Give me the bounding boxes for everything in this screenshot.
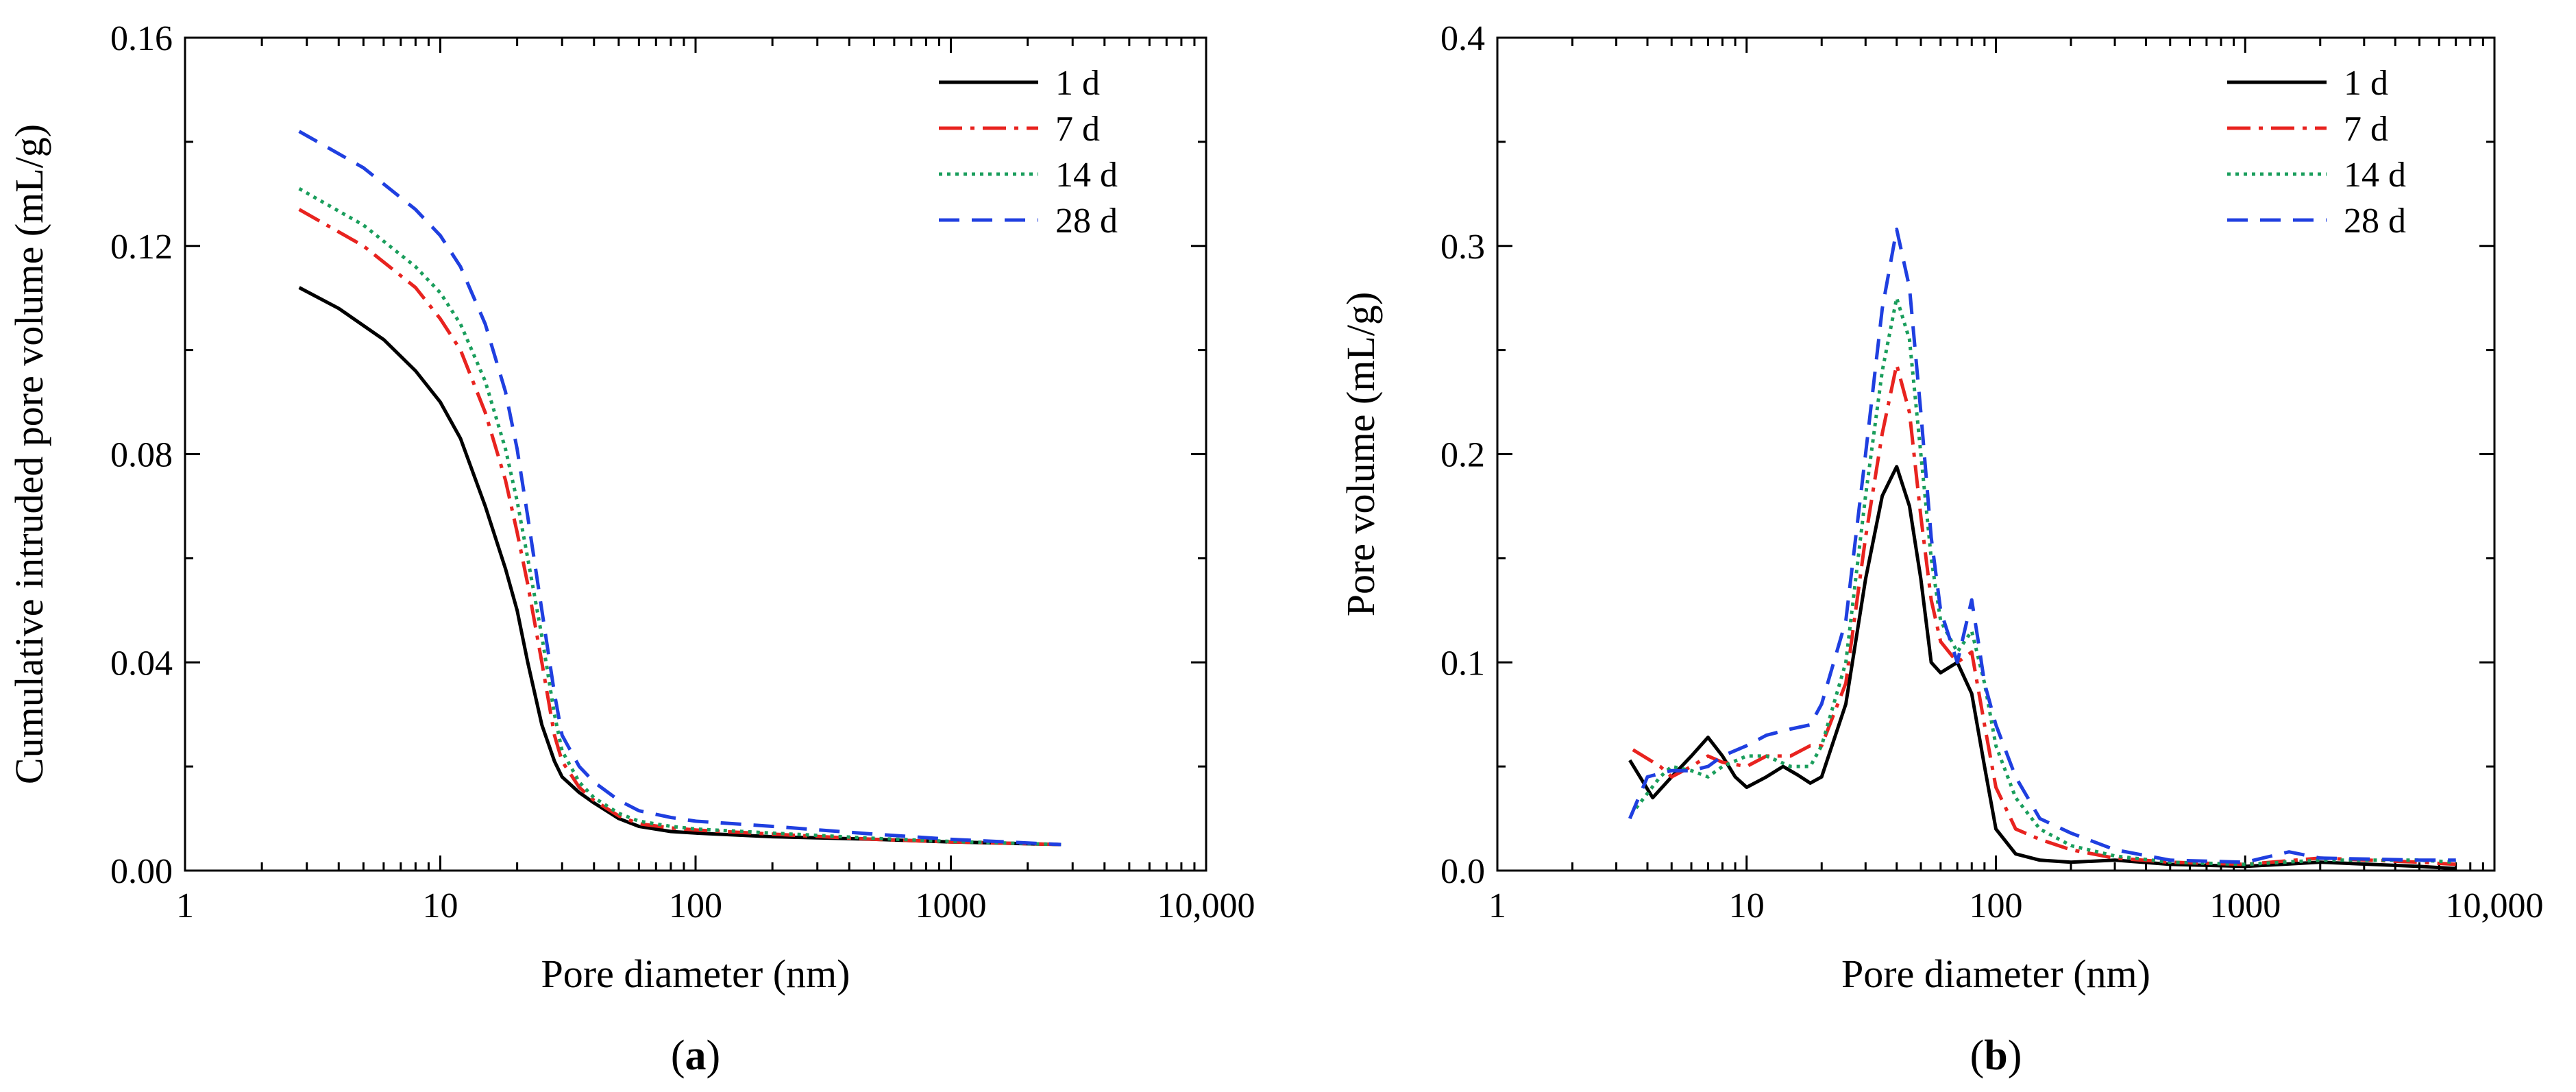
legend-label: 7 d <box>1055 110 1100 149</box>
legend-label: 28 d <box>2344 202 2406 241</box>
x-axis-title: Pore diameter (nm) <box>541 951 850 996</box>
x-tick-label: 100 <box>1970 886 2023 925</box>
y-tick-label: 0.0 <box>1440 852 1485 891</box>
legend-label: 1 d <box>1055 64 1100 103</box>
series-line-28d <box>1628 228 2456 864</box>
series-line-7d <box>298 208 1062 847</box>
y-axis-title: Cumulative intruded pore volume (mL/g) <box>7 124 51 784</box>
y-tick-label: 0.4 <box>1440 19 1485 58</box>
series-line-1d <box>298 286 1062 847</box>
x-tick-label: 100 <box>669 886 722 925</box>
y-tick-label: 0.00 <box>110 852 173 891</box>
y-tick-label: 0.08 <box>110 436 173 475</box>
chart-panel-a: 1 10 100 1000 10,000 0.00 0.04 0.08 0.12 0.16 Pore… <box>7 19 1255 1079</box>
chart-panel-b: 1 10 100 1000 10,000 0.0 0.1 0.2 0.3 0.4 Pore diam… <box>1338 19 2544 1079</box>
series-line-7d <box>1632 363 2456 866</box>
legend-label: 14 d <box>1055 156 1118 195</box>
y-tick-label: 0.16 <box>110 19 173 58</box>
series-line-14d <box>1634 296 2456 866</box>
series-line-1d <box>1628 465 2456 871</box>
series-line-14d <box>298 187 1062 847</box>
legend-label: 1 d <box>2344 64 2388 103</box>
y-tick-label: 0.3 <box>1440 228 1485 267</box>
x-tick-label: 1000 <box>2209 886 2281 925</box>
x-tick-label: 10,000 <box>2446 886 2544 925</box>
x-tick-label: 1 <box>176 886 194 925</box>
panel-label-open: ( <box>1970 1032 1985 1079</box>
panel-label-letter: b <box>1984 1032 2007 1079</box>
y-tick-label: 0.12 <box>110 228 173 267</box>
x-tick-label: 1000 <box>916 886 987 925</box>
series-line-28d <box>298 130 1062 847</box>
panel-label-open: ( <box>671 1032 685 1079</box>
panel-label: (a) <box>671 1032 720 1079</box>
panel-label-letter: a <box>685 1032 707 1079</box>
plot-frame <box>184 36 1207 872</box>
y-axis-title: Pore volume (mL/g) <box>1338 292 1383 617</box>
legend-label: 14 d <box>2344 156 2406 195</box>
y-tick-label: 0.1 <box>1440 644 1485 683</box>
legend-label: 7 d <box>2344 110 2388 149</box>
panel-label-close: ) <box>2008 1032 2022 1079</box>
y-tick-label: 0.04 <box>110 644 173 683</box>
y-tick-label: 0.2 <box>1440 436 1485 475</box>
x-tick-label: 10 <box>423 886 458 925</box>
x-tick-label: 10,000 <box>1157 886 1255 925</box>
x-axis-title: Pore diameter (nm) <box>1841 951 2150 996</box>
panel-label-close: ) <box>707 1032 721 1079</box>
x-tick-label: 1 <box>1488 886 1506 925</box>
panel-label: (b) <box>1970 1032 2022 1079</box>
x-tick-label: 10 <box>1729 886 1765 925</box>
legend-label: 28 d <box>1055 202 1118 241</box>
